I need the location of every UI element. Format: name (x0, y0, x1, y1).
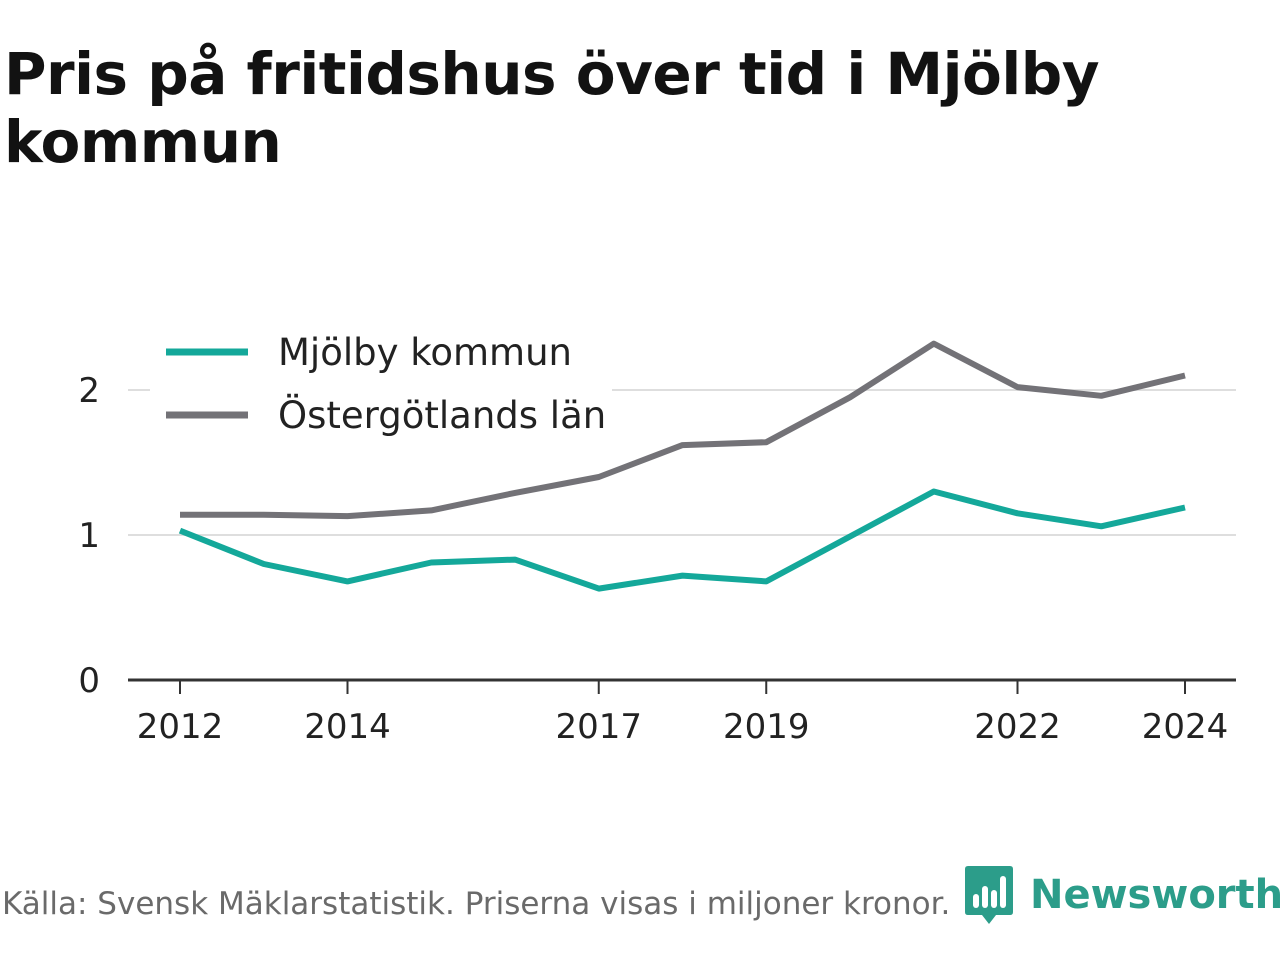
brand-name: Newsworthy (1030, 872, 1280, 918)
legend-label: Mjölby kommun (278, 331, 572, 374)
source-note: Källa: Svensk Mäklarstatistik. Priserna … (2, 886, 951, 922)
x-tick-label: 2022 (974, 707, 1061, 747)
x-tick-label: 2012 (137, 707, 224, 747)
legend-label: Östergötlands län (278, 394, 606, 437)
newsworthy-brand[interactable]: Newsworthy (964, 862, 1280, 928)
x-tick-label: 2019 (723, 707, 810, 747)
bar-chart-speech-bubble-icon (965, 866, 1013, 924)
series-line-1 (180, 340, 1186, 520)
series-lines (178, 340, 1186, 592)
x-tick-label: 2017 (555, 707, 642, 747)
y-tick-label: 0 (78, 661, 100, 701)
y-tick-label: 1 (78, 516, 100, 556)
x-tick-label: 2024 (1142, 707, 1229, 747)
legend-background (150, 326, 612, 444)
axes: 0 1 2 2012 2014 2017 2019 2022 2024 (78, 371, 1236, 747)
legend: Mjölby kommun Östergötlands län (150, 326, 612, 444)
series-line-0 (178, 488, 1186, 592)
chart-title: Pris på fritidshus över tid i Mjölby kom… (4, 40, 1100, 176)
x-tick-label: 2014 (304, 707, 391, 747)
y-tick-label: 2 (78, 371, 100, 411)
